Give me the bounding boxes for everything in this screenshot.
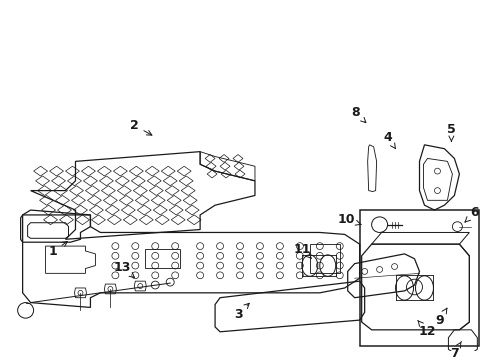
Text: 13: 13 — [113, 261, 134, 278]
Text: 2: 2 — [130, 119, 152, 135]
Bar — [359, 210, 478, 346]
Text: 3: 3 — [233, 303, 249, 321]
Text: 9: 9 — [434, 308, 446, 327]
Text: 8: 8 — [351, 106, 365, 123]
Text: 7: 7 — [449, 342, 460, 360]
Bar — [145, 249, 180, 269]
Text: 1: 1 — [48, 242, 67, 258]
Text: 12: 12 — [417, 320, 435, 338]
Text: 6: 6 — [464, 207, 478, 222]
Text: 4: 4 — [383, 131, 395, 149]
Bar — [309, 244, 339, 273]
Text: 5: 5 — [446, 123, 455, 141]
Text: 10: 10 — [337, 213, 360, 226]
Text: 11: 11 — [292, 243, 311, 258]
